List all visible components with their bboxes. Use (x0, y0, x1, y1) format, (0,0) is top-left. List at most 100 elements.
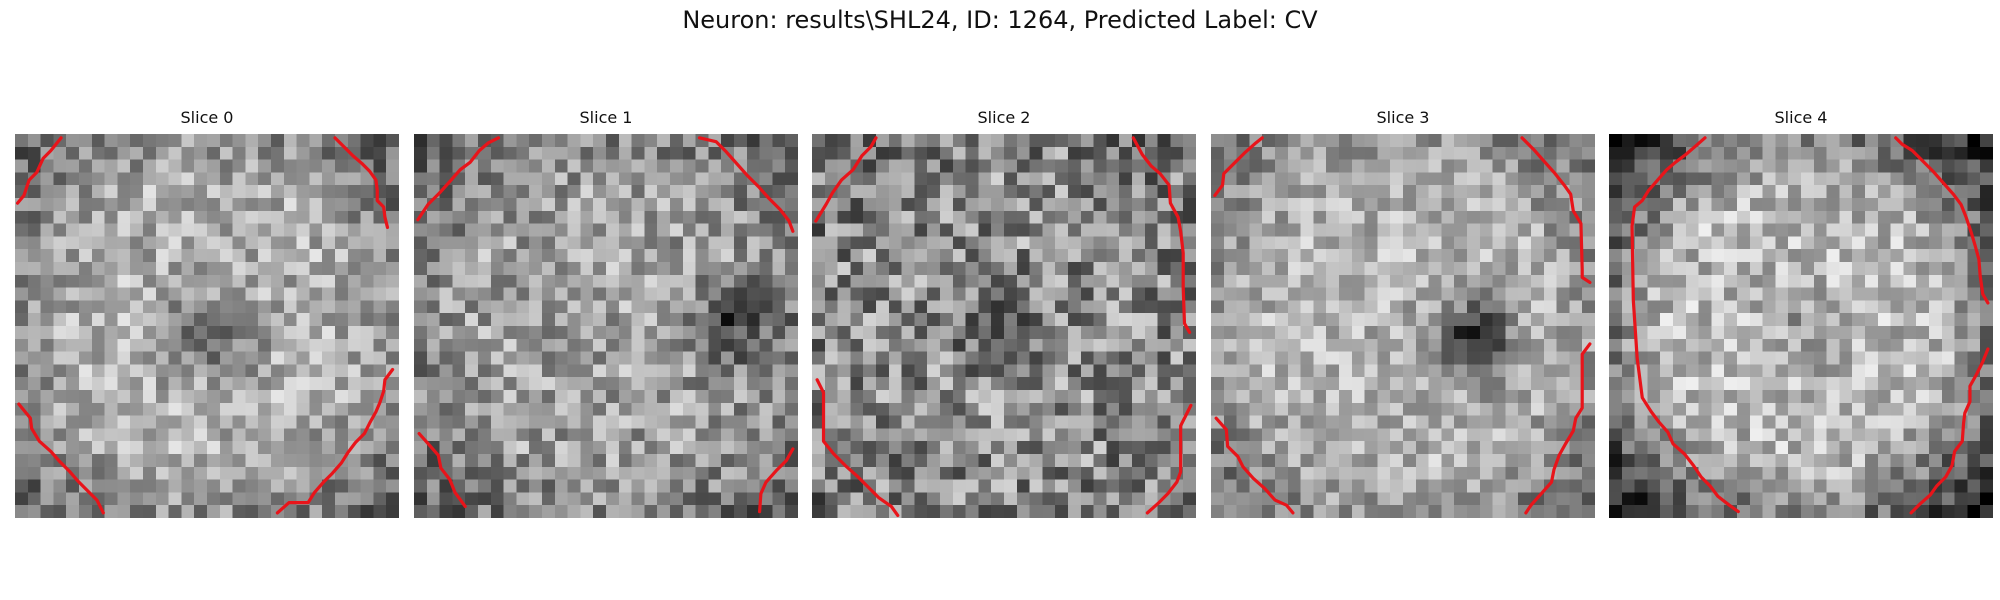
pixel (478, 377, 491, 390)
pixel (747, 390, 760, 403)
pixel (1441, 262, 1454, 275)
pixel (1750, 364, 1763, 377)
pixel (850, 172, 863, 185)
pixel (1301, 185, 1314, 198)
pixel (1467, 492, 1480, 505)
pixel (15, 492, 28, 505)
pixel (1068, 249, 1081, 262)
pixel (1903, 467, 1916, 480)
pixel (1390, 275, 1403, 288)
pixel (1929, 326, 1942, 339)
pixel (1660, 211, 1673, 224)
pixel (1955, 249, 1968, 262)
pixel (1237, 403, 1250, 416)
pixel (1929, 236, 1942, 249)
pixel (66, 160, 79, 173)
pixel (1916, 300, 1929, 313)
pixel (309, 275, 322, 288)
pixel (1750, 300, 1763, 313)
pixel (991, 198, 1004, 211)
pixel (580, 467, 593, 480)
pixel (606, 390, 619, 403)
pixel (220, 185, 233, 198)
pixel (1132, 185, 1145, 198)
pixel (1788, 326, 1801, 339)
pixel (245, 390, 258, 403)
pixel (1673, 288, 1686, 301)
pixel (1017, 428, 1030, 441)
pixel (902, 185, 915, 198)
pixel (812, 326, 825, 339)
pixel (1699, 275, 1712, 288)
pixel (92, 480, 105, 493)
pixel (1017, 454, 1030, 467)
pixel (427, 160, 440, 173)
pixel (1030, 288, 1043, 301)
pixel (606, 224, 619, 237)
pixel (1416, 134, 1429, 147)
pixel (207, 249, 220, 262)
pixel (1390, 467, 1403, 480)
pixel (207, 262, 220, 275)
pixel (220, 441, 233, 454)
pixel (66, 441, 79, 454)
pixel (1094, 275, 1107, 288)
pixel (297, 339, 310, 352)
pixel (1724, 275, 1737, 288)
pixel (440, 236, 453, 249)
pixel (41, 300, 54, 313)
pixel (1365, 390, 1378, 403)
pixel (1055, 377, 1068, 390)
pixel (194, 390, 207, 403)
pixel (1275, 134, 1288, 147)
pixel (504, 326, 517, 339)
pixel (1929, 339, 1942, 352)
pixel (696, 492, 709, 505)
pixel (683, 275, 696, 288)
pixel (1094, 505, 1107, 518)
pixel (568, 492, 581, 505)
pixel (207, 326, 220, 339)
pixel (130, 198, 143, 211)
pixel (28, 480, 41, 493)
pixel (1416, 326, 1429, 339)
pixel (245, 441, 258, 454)
pixel (194, 467, 207, 480)
pixel (850, 339, 863, 352)
pixel (1249, 185, 1262, 198)
pixel (491, 339, 504, 352)
pixel (760, 262, 773, 275)
pixel (1132, 390, 1145, 403)
pixel (1275, 185, 1288, 198)
pixel (1929, 416, 1942, 429)
pixel (1030, 249, 1043, 262)
pixel (452, 326, 465, 339)
pixel (1429, 288, 1442, 301)
pixel (1339, 211, 1352, 224)
pixel (1119, 160, 1132, 173)
pixel (1301, 160, 1314, 173)
pixel (978, 275, 991, 288)
pixel (284, 403, 297, 416)
pixel (1183, 224, 1196, 237)
pixel (1454, 467, 1467, 480)
pixel (734, 505, 747, 518)
pixel (632, 172, 645, 185)
pixel (181, 249, 194, 262)
pixel (619, 185, 632, 198)
pixel (1390, 352, 1403, 365)
pixel (66, 313, 79, 326)
pixel (1237, 172, 1250, 185)
pixel (1119, 147, 1132, 160)
pixel (1557, 249, 1570, 262)
pixel (504, 147, 517, 160)
pixel (927, 198, 940, 211)
pixel (1737, 492, 1750, 505)
pixel (1724, 467, 1737, 480)
pixel (504, 211, 517, 224)
pixel (1493, 198, 1506, 211)
pixel (335, 249, 348, 262)
pixel (760, 147, 773, 160)
pixel (1724, 352, 1737, 365)
pixel (297, 172, 310, 185)
